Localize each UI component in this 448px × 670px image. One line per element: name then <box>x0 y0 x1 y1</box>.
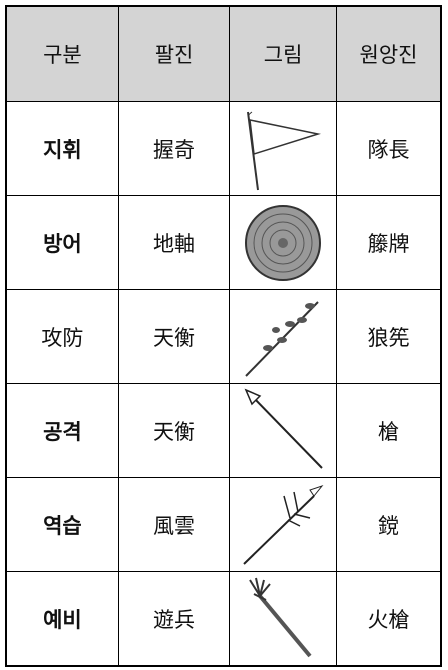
cell: 攻防 <box>5 289 119 384</box>
image-cell <box>229 571 338 667</box>
branch-icon <box>245 300 319 377</box>
cell: 지휘 <box>5 101 119 196</box>
header-cell: 원앙진 <box>336 5 442 102</box>
header-cell: 구분 <box>5 5 119 102</box>
row: 역습 風雲 鎲 <box>5 477 442 572</box>
image-cell <box>229 289 338 384</box>
cell: 예비 <box>5 571 119 667</box>
cell: 鎲 <box>336 477 442 572</box>
row: 攻防 天衡 狼筅 <box>5 289 442 384</box>
cell: 방어 <box>5 195 119 290</box>
flag-icon <box>247 111 322 190</box>
header-cell: 팔진 <box>117 5 231 102</box>
row: 방어 地軸 籐牌 <box>5 195 442 290</box>
image-cell <box>229 477 338 572</box>
trident-icon <box>243 484 324 565</box>
cell: 籐牌 <box>336 195 442 290</box>
formation-table: 구분 팔진 그림 원앙진 지휘 握奇 隊長 방어 地軸 籐牌 <box>5 5 442 667</box>
header-cell: 그림 <box>229 5 338 102</box>
cell: 握奇 <box>117 101 231 196</box>
image-cell <box>229 383 338 478</box>
cell: 역습 <box>5 477 119 572</box>
cell: 槍 <box>336 383 442 478</box>
cell: 隊長 <box>336 101 442 196</box>
cell: 火槍 <box>336 571 442 667</box>
cell: 地軸 <box>117 195 231 290</box>
spear-icon <box>244 388 323 469</box>
row: 공격 天衡 槍 <box>5 383 442 478</box>
cell: 狼筅 <box>336 289 442 384</box>
row: 예비 遊兵 火槍 <box>5 571 442 667</box>
image-cell <box>229 195 338 290</box>
cell: 天衡 <box>117 289 231 384</box>
cell: 風雲 <box>117 477 231 572</box>
header-row: 구분 팔진 그림 원앙진 <box>5 5 442 102</box>
cell: 天衡 <box>117 383 231 478</box>
shield-icon <box>245 204 322 281</box>
image-cell <box>229 101 338 196</box>
cell: 遊兵 <box>117 571 231 667</box>
row: 지휘 握奇 隊長 <box>5 101 442 196</box>
cell: 공격 <box>5 383 119 478</box>
fire-lance-icon <box>249 577 312 657</box>
